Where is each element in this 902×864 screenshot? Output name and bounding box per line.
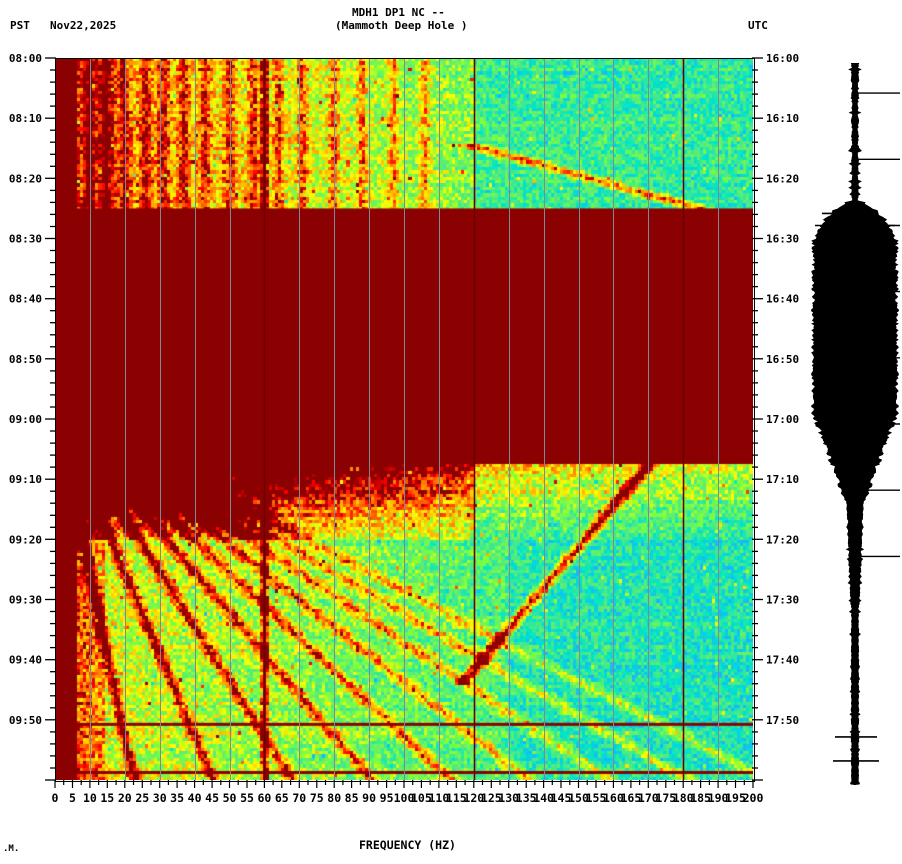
svg-text:140: 140 — [533, 791, 554, 805]
svg-text:105: 105 — [411, 791, 432, 805]
svg-text:15: 15 — [100, 791, 114, 805]
svg-text:170: 170 — [638, 791, 659, 805]
frequency-gridlines — [90, 58, 719, 780]
svg-text:135: 135 — [516, 791, 537, 805]
svg-text:125: 125 — [481, 791, 502, 805]
svg-text:90: 90 — [362, 791, 376, 805]
svg-text:08:30: 08:30 — [9, 233, 42, 246]
timezone-label-left: PST — [10, 19, 30, 32]
svg-text:5: 5 — [69, 791, 76, 805]
seismogram-trace — [811, 63, 900, 785]
svg-text:200: 200 — [743, 791, 764, 805]
svg-text:08:00: 08:00 — [9, 52, 42, 65]
spectrogram-plot[interactable] — [55, 58, 753, 780]
svg-text:09:50: 09:50 — [9, 714, 42, 727]
svg-text:08:20: 08:20 — [9, 172, 42, 185]
frequency-axis-title: FREQUENCY (HZ) — [359, 838, 456, 852]
svg-text:150: 150 — [568, 791, 589, 805]
svg-text:190: 190 — [708, 791, 729, 805]
station-subtitle: (Mammoth Deep Hole ) — [335, 19, 468, 32]
svg-text:17:40: 17:40 — [766, 654, 799, 667]
svg-text:155: 155 — [586, 791, 607, 805]
svg-text:16:50: 16:50 — [766, 353, 799, 366]
svg-text:17:30: 17:30 — [766, 594, 799, 607]
svg-text:16:40: 16:40 — [766, 293, 799, 306]
svg-text:115: 115 — [446, 791, 467, 805]
time-axis-pst: 08:00 08:10 08:20 08:30 08:40 08:50 09:00 09:10… — [9, 52, 56, 781]
svg-text:09:10: 09:10 — [9, 473, 42, 486]
svg-text:160: 160 — [603, 791, 624, 805]
svg-text:110: 110 — [429, 791, 450, 805]
svg-text:40: 40 — [188, 791, 202, 805]
svg-text:08:10: 08:10 — [9, 112, 42, 125]
timezone-label-right: UTC — [748, 19, 768, 32]
svg-text:09:20: 09:20 — [9, 533, 42, 546]
svg-text:17:10: 17:10 — [766, 473, 799, 486]
svg-text:16:00: 16:00 — [766, 52, 799, 65]
svg-text:16:10: 16:10 — [766, 112, 799, 125]
svg-text:09:00: 09:00 — [9, 413, 42, 426]
svg-text:120: 120 — [463, 791, 484, 805]
svg-text:17:20: 17:20 — [766, 533, 799, 546]
svg-text:45: 45 — [205, 791, 219, 805]
frequency-axis: 0 5 10 15 20 25 30 35 40 45 50 55 60 65 70 75 80 85 90 95 10… — [52, 780, 764, 805]
svg-text:20: 20 — [118, 791, 132, 805]
svg-text:16:20: 16:20 — [766, 172, 799, 185]
svg-text:08:40: 08:40 — [9, 293, 42, 306]
svg-text:50: 50 — [223, 791, 237, 805]
svg-text:85: 85 — [345, 791, 359, 805]
svg-text:35: 35 — [170, 791, 184, 805]
svg-text:75: 75 — [310, 791, 324, 805]
svg-text:55: 55 — [240, 791, 254, 805]
svg-text:60: 60 — [257, 791, 271, 805]
svg-text:08:50: 08:50 — [9, 353, 42, 366]
corner-artifact-mark: .M. — [3, 844, 20, 854]
svg-text:100: 100 — [394, 791, 415, 805]
svg-text:80: 80 — [327, 791, 341, 805]
svg-text:30: 30 — [153, 791, 167, 805]
svg-text:17:50: 17:50 — [766, 714, 799, 727]
svg-text:09:40: 09:40 — [9, 654, 42, 667]
date-label: Nov22,2025 — [50, 19, 117, 32]
svg-text:130: 130 — [498, 791, 519, 805]
svg-text:0: 0 — [52, 791, 59, 805]
svg-text:25: 25 — [135, 791, 149, 805]
svg-text:16:30: 16:30 — [766, 233, 799, 246]
svg-text:09:30: 09:30 — [9, 594, 42, 607]
svg-text:180: 180 — [673, 791, 694, 805]
svg-text:175: 175 — [655, 791, 676, 805]
station-title: MDH1 DP1 NC -- — [352, 6, 445, 19]
svg-text:10: 10 — [83, 791, 97, 805]
svg-text:145: 145 — [551, 791, 572, 805]
svg-text:165: 165 — [621, 791, 642, 805]
svg-text:70: 70 — [292, 791, 306, 805]
svg-text:17:00: 17:00 — [766, 413, 799, 426]
svg-text:185: 185 — [690, 791, 711, 805]
svg-text:195: 195 — [725, 791, 746, 805]
svg-text:65: 65 — [275, 791, 289, 805]
svg-text:95: 95 — [380, 791, 394, 805]
